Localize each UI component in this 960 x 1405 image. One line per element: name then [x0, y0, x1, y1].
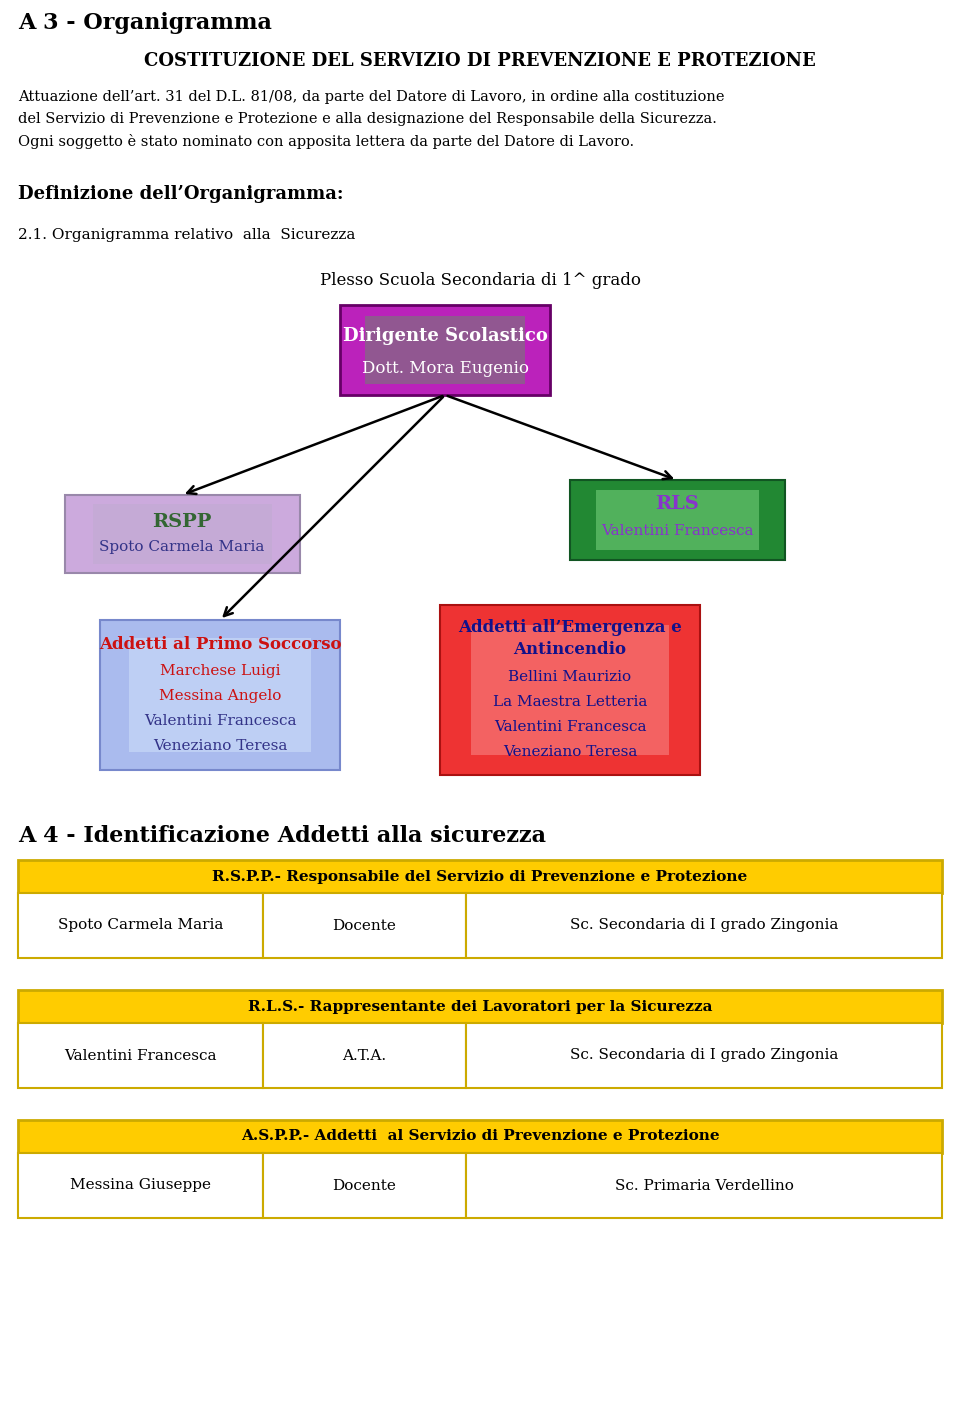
Text: del Servizio di Prevenzione e Protezione e alla designazione del Responsabile de: del Servizio di Prevenzione e Protezione…: [18, 112, 717, 126]
Text: A 4 - Identificazione Addetti alla sicurezza: A 4 - Identificazione Addetti alla sicur…: [18, 825, 546, 847]
Text: Spoto Carmela Maria: Spoto Carmela Maria: [58, 919, 223, 933]
Text: Antincendio: Antincendio: [514, 641, 627, 658]
Text: Spoto Carmela Maria: Spoto Carmela Maria: [99, 540, 265, 554]
Bar: [263, 1154, 467, 1218]
Text: Valentini Francesca: Valentini Francesca: [601, 524, 754, 538]
Text: Valentini Francesca: Valentini Francesca: [493, 719, 646, 733]
Text: Sc. Secondaria di I grado Zingonia: Sc. Secondaria di I grado Zingonia: [570, 919, 838, 933]
Text: Bellini Maurizio: Bellini Maurizio: [509, 670, 632, 684]
Text: Valentini Francesca: Valentini Francesca: [144, 714, 297, 728]
Bar: [440, 606, 700, 776]
Text: Docente: Docente: [332, 1179, 396, 1193]
Bar: [18, 1120, 942, 1154]
Bar: [65, 495, 300, 573]
Text: R.S.P.P.- Responsabile del Servizio di Prevenzione e Protezione: R.S.P.P.- Responsabile del Servizio di P…: [212, 870, 748, 884]
Text: A.T.A.: A.T.A.: [343, 1048, 387, 1062]
Bar: [263, 894, 467, 958]
Bar: [18, 894, 263, 958]
Text: A 3 - Organigramma: A 3 - Organigramma: [18, 13, 272, 34]
Bar: [596, 489, 759, 551]
Bar: [467, 1023, 942, 1087]
Text: Dott. Mora Eugenio: Dott. Mora Eugenio: [362, 360, 529, 377]
Text: Veneziano Teresa: Veneziano Teresa: [503, 745, 637, 759]
Text: RLS: RLS: [655, 495, 699, 513]
Bar: [471, 625, 669, 754]
Text: Addetti al Primo Soccorso: Addetti al Primo Soccorso: [99, 636, 341, 653]
Bar: [365, 316, 525, 384]
Bar: [18, 991, 942, 1023]
Bar: [18, 1023, 263, 1087]
Text: COSTITUZIONE DEL SERVIZIO DI PREVENZIONE E PROTEZIONE: COSTITUZIONE DEL SERVIZIO DI PREVENZIONE…: [144, 52, 816, 70]
Bar: [18, 860, 942, 894]
Text: Definizione dell’Organigramma:: Definizione dell’Organigramma:: [18, 185, 344, 202]
Text: Veneziano Teresa: Veneziano Teresa: [153, 739, 287, 753]
Text: RSPP: RSPP: [153, 513, 212, 531]
Bar: [263, 1023, 467, 1087]
Text: Valentini Francesca: Valentini Francesca: [64, 1048, 217, 1062]
Text: R.L.S.- Rappresentante dei Lavoratori per la Sicurezza: R.L.S.- Rappresentante dei Lavoratori pe…: [248, 999, 712, 1013]
Text: Marchese Luigi: Marchese Luigi: [159, 665, 280, 679]
Text: Dirigente Scolastico: Dirigente Scolastico: [343, 327, 547, 346]
Bar: [93, 504, 272, 563]
Text: 2.1. Organigramma relativo  alla  Sicurezza: 2.1. Organigramma relativo alla Sicurezz…: [18, 228, 355, 242]
Text: Attuazione dell’art. 31 del D.L. 81/08, da parte del Datore di Lavoro, in ordine: Attuazione dell’art. 31 del D.L. 81/08, …: [18, 90, 725, 104]
Bar: [18, 1154, 263, 1218]
Bar: [467, 1154, 942, 1218]
Text: Sc. Primaria Verdellino: Sc. Primaria Verdellino: [614, 1179, 794, 1193]
Text: Plesso Scuola Secondaria di 1^ grado: Plesso Scuola Secondaria di 1^ grado: [320, 273, 640, 289]
Bar: [467, 894, 942, 958]
Text: La Maestra Letteria: La Maestra Letteria: [492, 695, 647, 710]
Text: Addetti all’Emergenza e: Addetti all’Emergenza e: [458, 620, 682, 636]
Text: Messina Angelo: Messina Angelo: [158, 688, 281, 702]
Text: Ogni soggetto è stato nominato con apposita lettera da parte del Datore di Lavor: Ogni soggetto è stato nominato con appos…: [18, 133, 635, 149]
Bar: [340, 305, 550, 395]
Bar: [100, 620, 340, 770]
Text: A.S.P.P.- Addetti  al Servizio di Prevenzione e Protezione: A.S.P.P.- Addetti al Servizio di Prevenz…: [241, 1130, 719, 1144]
Text: Sc. Secondaria di I grado Zingonia: Sc. Secondaria di I grado Zingonia: [570, 1048, 838, 1062]
Bar: [570, 481, 785, 561]
Bar: [129, 638, 311, 752]
Text: Messina Giuseppe: Messina Giuseppe: [70, 1179, 211, 1193]
Text: Docente: Docente: [332, 919, 396, 933]
